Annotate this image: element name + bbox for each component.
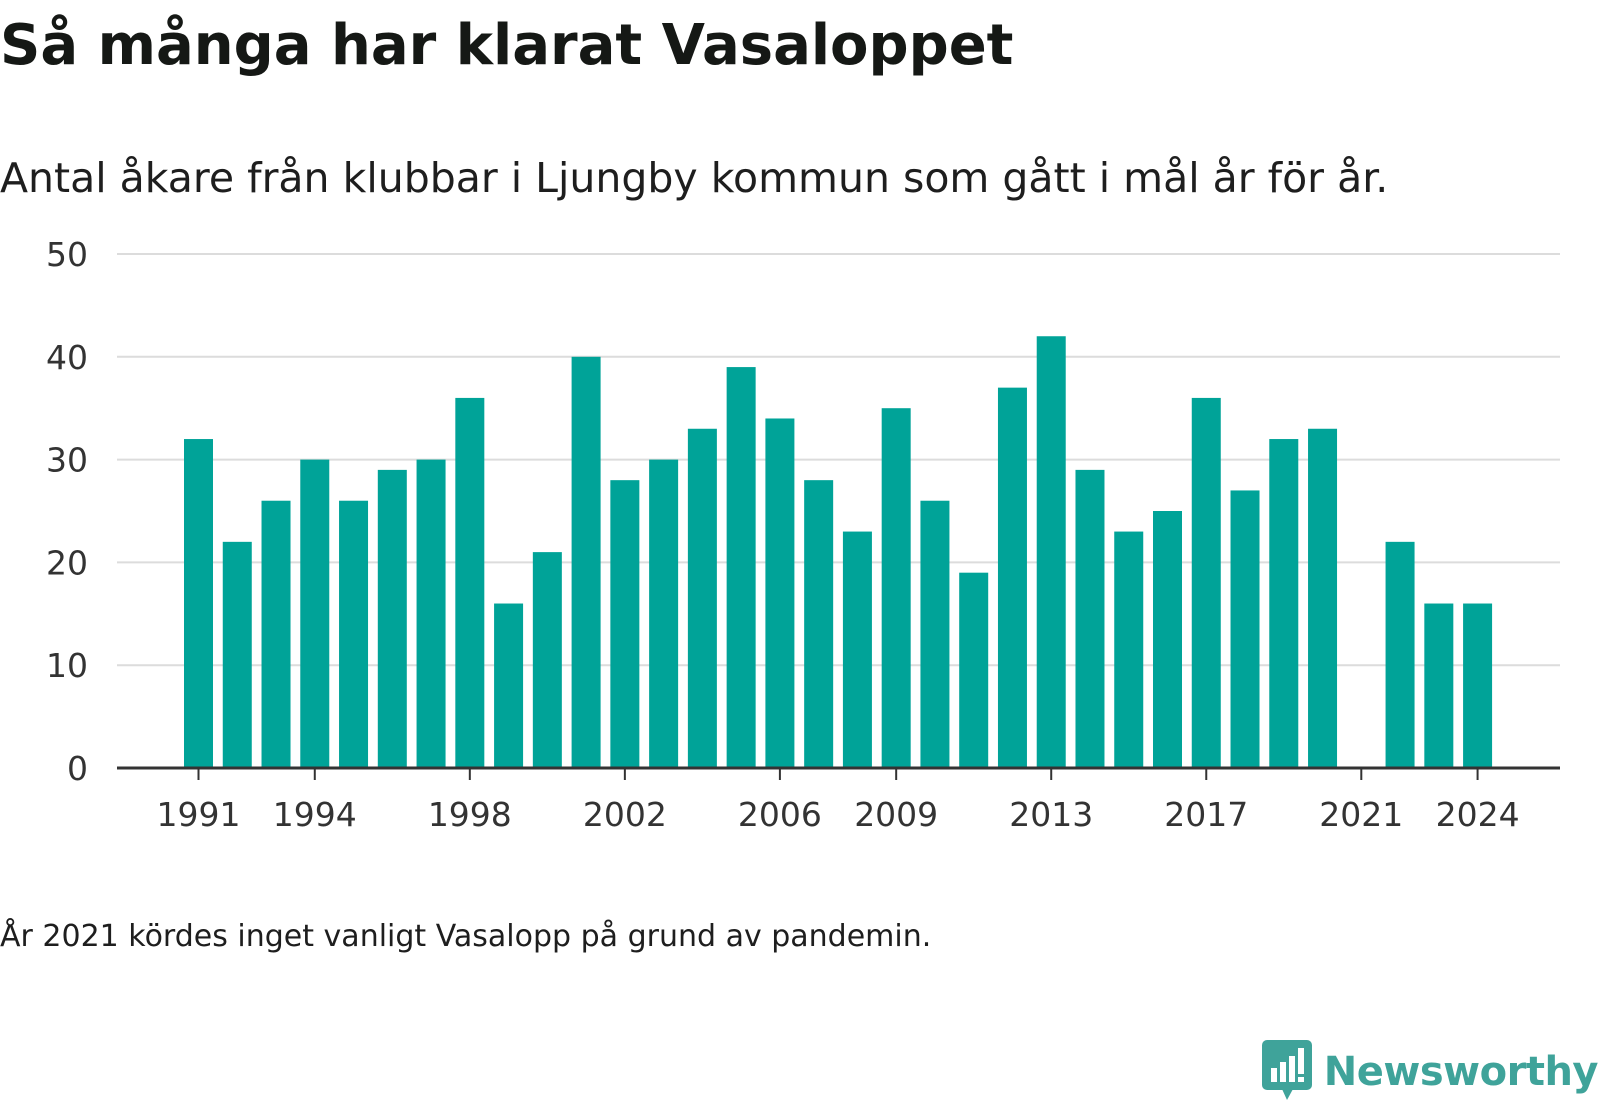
bar bbox=[920, 500, 950, 768]
bar bbox=[261, 500, 291, 768]
bar bbox=[416, 459, 446, 768]
bar bbox=[1191, 397, 1221, 768]
y-tick-label: 50 bbox=[46, 235, 88, 274]
x-tick-label: 1991 bbox=[157, 795, 241, 834]
bar bbox=[1230, 490, 1260, 768]
bar bbox=[339, 500, 369, 768]
x-tick-label: 2013 bbox=[1009, 795, 1093, 834]
bar bbox=[1269, 439, 1299, 768]
bar bbox=[184, 439, 213, 768]
x-tick-label: 1994 bbox=[273, 795, 357, 834]
bar bbox=[377, 469, 407, 768]
bar bbox=[610, 480, 640, 768]
x-tick-label: 2002 bbox=[583, 795, 667, 834]
y-tick-label: 20 bbox=[46, 543, 88, 582]
bar bbox=[997, 387, 1027, 768]
bar bbox=[532, 552, 562, 768]
bar bbox=[1308, 428, 1338, 768]
bar bbox=[1463, 603, 1493, 768]
x-tick-label: 2024 bbox=[1436, 795, 1520, 834]
y-tick-label: 0 bbox=[67, 749, 88, 788]
bar bbox=[571, 356, 601, 768]
y-tick-label: 10 bbox=[46, 646, 88, 685]
bar bbox=[1036, 336, 1066, 768]
y-axis-ticks: 0 10 20 30 40 50 bbox=[46, 235, 88, 788]
bar bbox=[1385, 541, 1415, 768]
x-tick-label: 2017 bbox=[1164, 795, 1248, 834]
bar bbox=[687, 428, 717, 768]
gridlines bbox=[117, 253, 1560, 667]
bar bbox=[1075, 469, 1105, 768]
newsworthy-brand[interactable]: Newsworthy bbox=[1261, 1040, 1599, 1104]
bar bbox=[881, 408, 911, 768]
chart-title: Så många har klarat Vasaloppet bbox=[0, 13, 1014, 78]
x-tick-label: 2009 bbox=[854, 795, 938, 834]
bar bbox=[842, 531, 872, 768]
bar bbox=[455, 397, 485, 768]
chart-subtitle: Antal åkare från klubbar i Ljungby kommu… bbox=[0, 154, 1389, 202]
bar bbox=[1424, 603, 1454, 768]
x-tick-label: 2021 bbox=[1319, 795, 1403, 834]
footnote: År 2021 kördes inget vanligt Vasalopp på… bbox=[0, 919, 932, 954]
bar bbox=[649, 459, 679, 768]
x-tick-label: 2006 bbox=[738, 795, 822, 834]
bar bbox=[765, 418, 795, 768]
bar bbox=[1153, 511, 1182, 768]
bar-chart-speech-bubble-icon bbox=[1261, 1040, 1312, 1100]
bar bbox=[804, 480, 834, 768]
bars bbox=[184, 336, 1493, 768]
x-tick-label: 1998 bbox=[428, 795, 512, 834]
x-axis-ticks: 1991 1994 1998 2002 2006 2009 2013 2017 2021 2024 bbox=[157, 768, 1520, 834]
bar bbox=[300, 459, 330, 768]
y-tick-label: 40 bbox=[46, 338, 88, 377]
brand-name: Newsworthy bbox=[1323, 1049, 1599, 1095]
bar-chart: 0 10 20 30 40 50 1991 1994 1998 2002 2006 2009 2013… bbox=[46, 235, 1560, 834]
bar bbox=[494, 603, 524, 768]
bar bbox=[222, 541, 252, 768]
bar bbox=[726, 367, 756, 768]
bar bbox=[959, 572, 989, 768]
y-tick-label: 30 bbox=[46, 441, 88, 480]
bar bbox=[1114, 531, 1144, 768]
